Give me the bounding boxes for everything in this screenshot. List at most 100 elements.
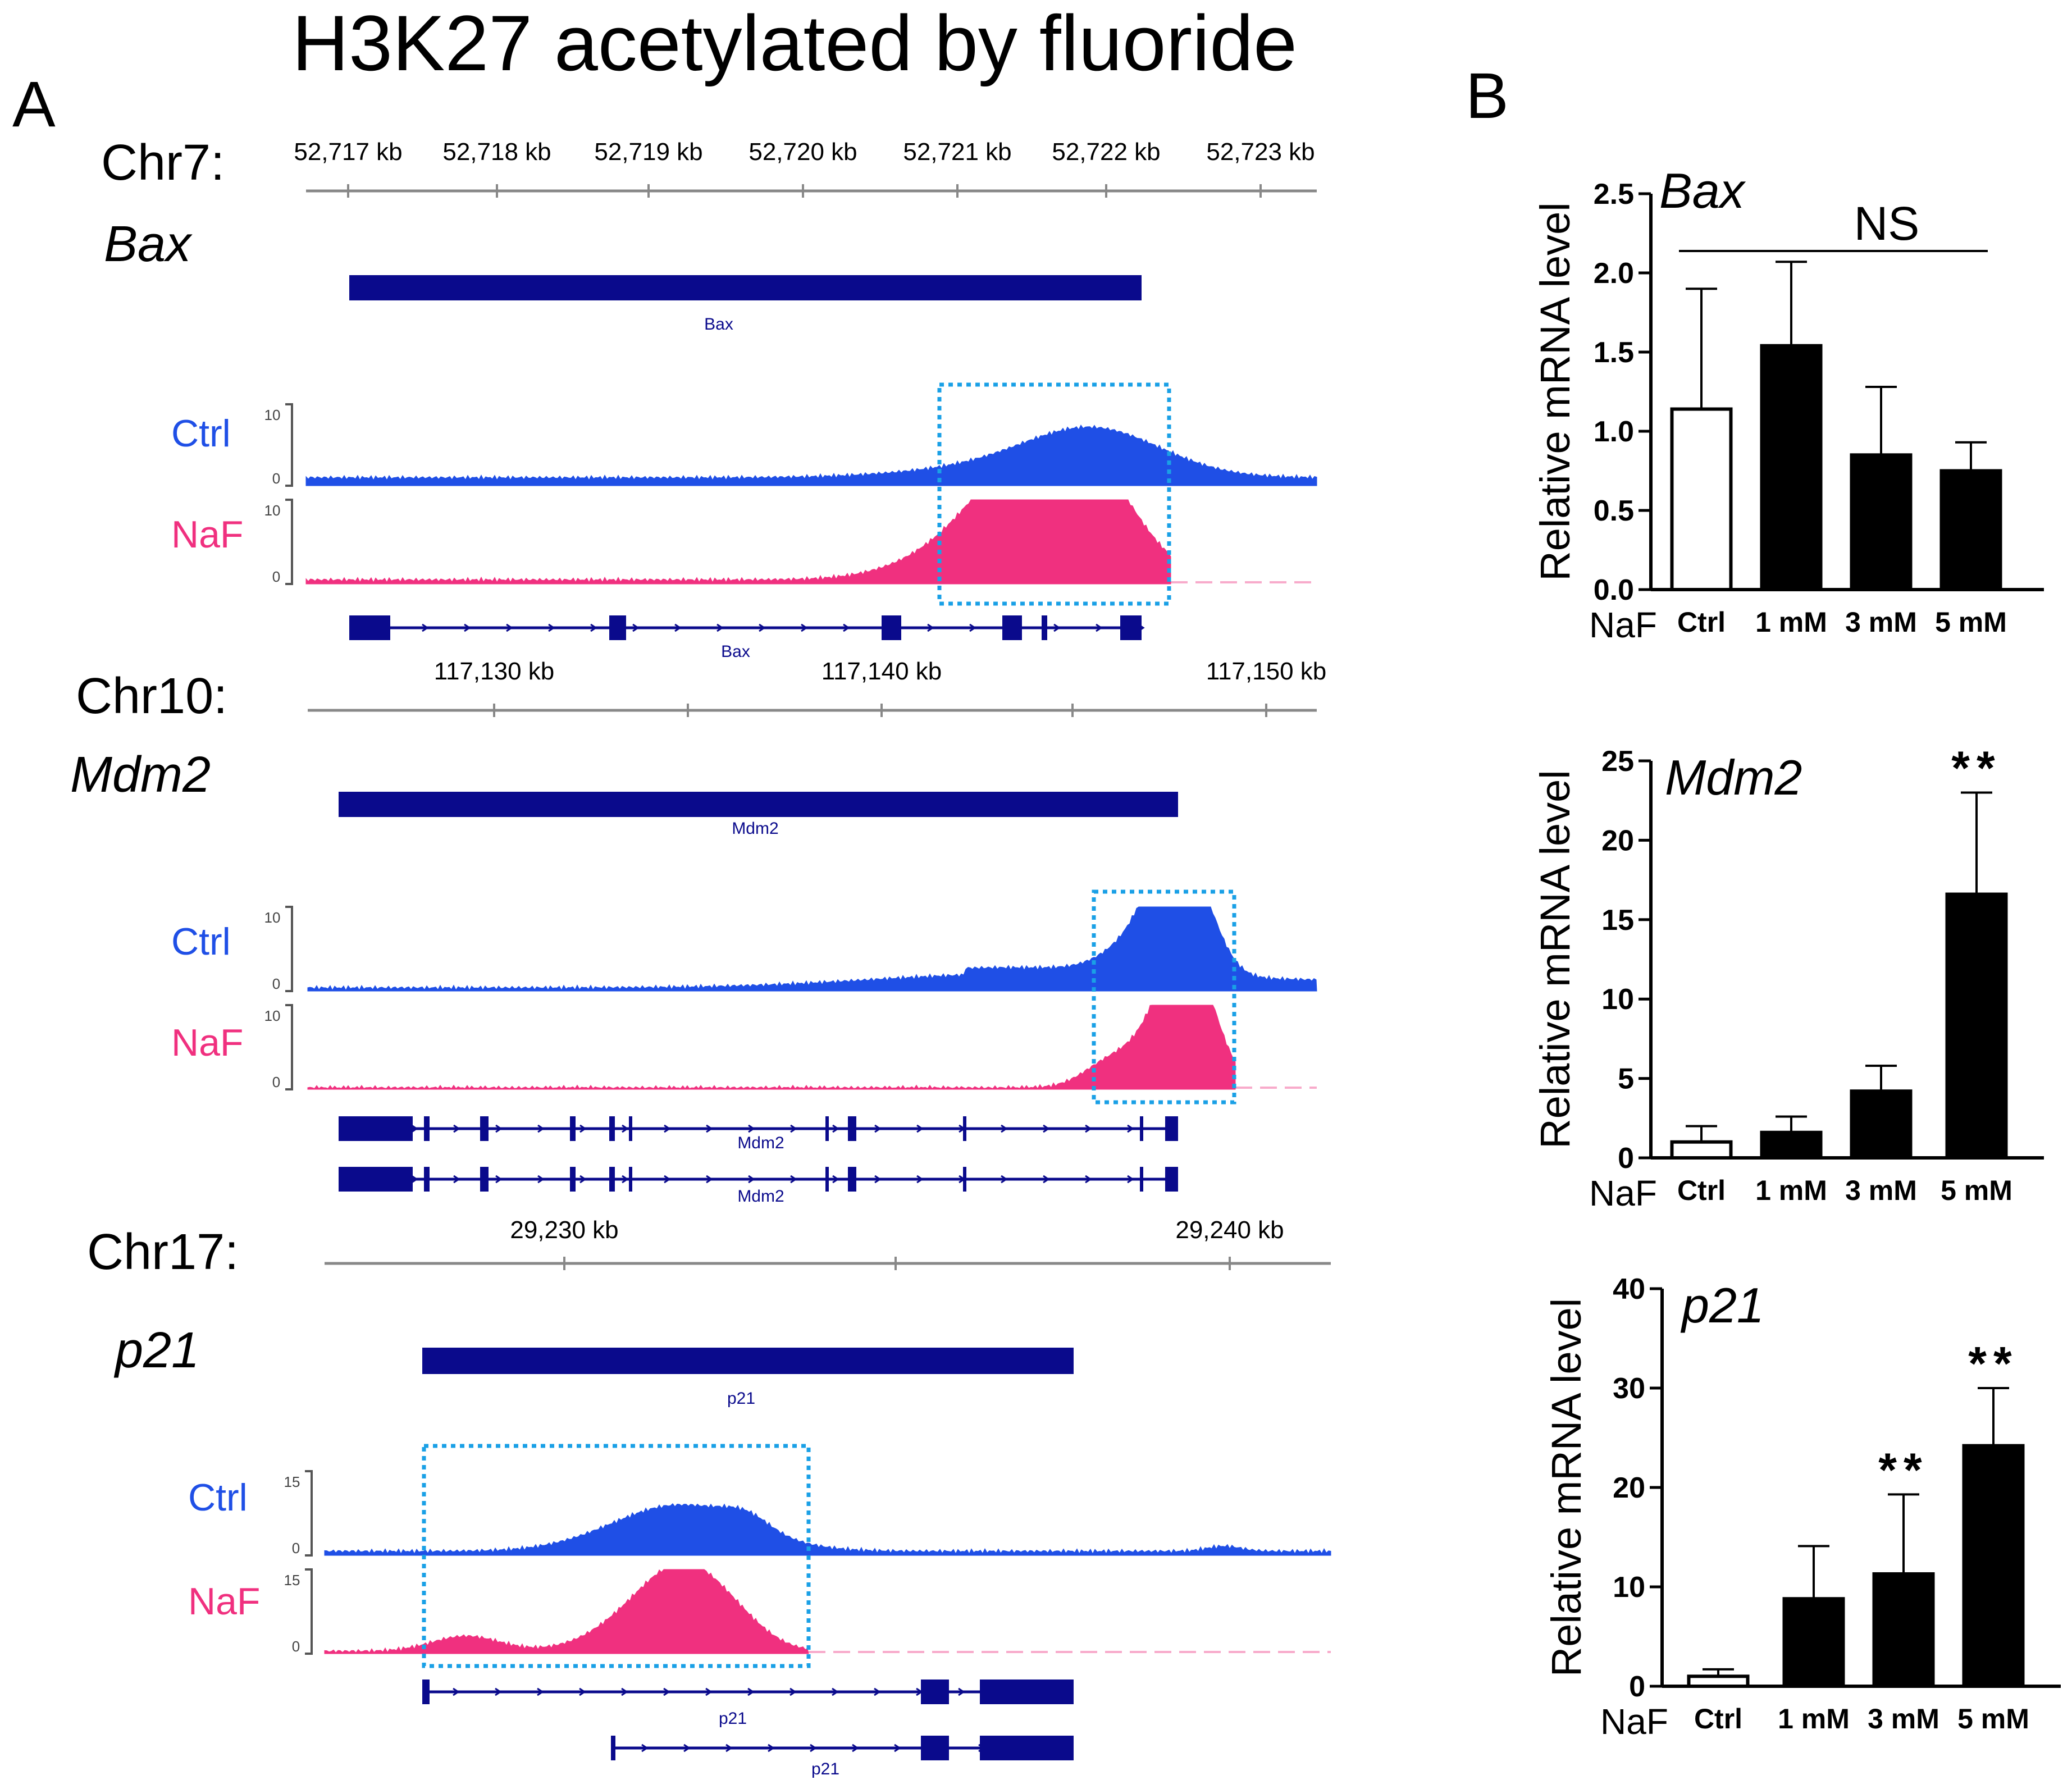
transcript-arrow (927, 623, 934, 632)
transcript-arrow (916, 1175, 924, 1184)
chart-title: Bax (1659, 163, 1746, 218)
transcript-arrow (969, 623, 976, 632)
coordinate-tick-label: 52,722 kb (1052, 138, 1160, 166)
transcript-exon (1140, 1167, 1143, 1192)
transcript-arrow (843, 623, 850, 632)
x-tick-label: 1 mM (1755, 606, 1827, 638)
naf-track-label: NaF (188, 1580, 260, 1623)
transcript-exon (983, 1736, 1074, 1760)
naf-track-label: NaF (171, 513, 243, 556)
y-tick-label: 30 (1613, 1372, 1645, 1405)
transcript-arrow (506, 623, 513, 632)
panel-a-genome-tracks: Chr7: Bax 52,717 kb 52,718 kb 52,719 kb 52,72… (70, 135, 1331, 1778)
transcript-exon (339, 1167, 413, 1192)
bar (1872, 1572, 1935, 1688)
ctrl-track-label: Ctrl (171, 412, 231, 455)
y-tick-label: 2.0 (1594, 257, 1634, 290)
transcript-arrow (411, 1175, 418, 1184)
transcript-arrow (916, 1124, 924, 1133)
naf-signal-area (305, 499, 1171, 585)
x-tick-label: 1 mM (1755, 1175, 1827, 1206)
transcript-label: Mdm2 (737, 1134, 784, 1152)
chart-title: Mdm2 (1665, 750, 1802, 805)
transcript-arrow (1085, 1175, 1092, 1184)
transcript-arrow (674, 623, 682, 632)
naf-scale-min: 0 (272, 568, 280, 585)
x-tick-label: 3 mM (1868, 1703, 1939, 1735)
coordinate-tick-label: 52,723 kb (1206, 138, 1315, 166)
bar (1850, 453, 1913, 591)
transcript-label: p21 (811, 1760, 839, 1778)
ctrl-scale-min: 0 (272, 470, 280, 487)
ctrl-scale-max: 10 (264, 909, 281, 926)
bar-chart-bax: 0.0 0.5 1.0 1.5 2.0 2.5 Relative mRNA level Bax… (1532, 163, 2044, 645)
ctrl-scale-min: 0 (272, 975, 280, 992)
bar (1687, 1674, 1750, 1688)
naf-scale-max: 10 (264, 1007, 281, 1024)
transcript-arrow (716, 623, 724, 632)
transcript-arrow (789, 1687, 797, 1696)
gene-bar-label: Mdm2 (732, 819, 778, 838)
transcript-arrow (579, 1124, 587, 1133)
transcript-arrow (958, 1687, 965, 1696)
transcript-arrow (537, 1175, 545, 1184)
y-tick-label: 0 (1618, 1142, 1634, 1175)
transcript-arrow (1043, 1175, 1050, 1184)
y-tick-label: 0 (1629, 1671, 1645, 1703)
transcript-arrow (874, 1124, 882, 1133)
ctrl-scale-max: 10 (264, 407, 281, 423)
coordinate-tick-label: 117,140 kb (822, 658, 942, 685)
chart-title: p21 (1680, 1277, 1764, 1333)
ctrl-scale-bracket (285, 906, 293, 992)
ctrl-track-label: Ctrl (188, 1476, 248, 1519)
genome-track-p21: Chr17: p21 29,230 kb 29,240 kb p21 Ctrl 15 0 NaF… (87, 1216, 1331, 1778)
coordinate-tick-label: 52,717 kb (294, 138, 402, 166)
transcript-arrow (1096, 623, 1103, 632)
transcript-exon (570, 1116, 576, 1141)
transcript-exon (980, 1680, 983, 1704)
panel-b-label: B (1466, 60, 1509, 132)
transcript-arrow (705, 1687, 713, 1696)
genome-track-bax: Chr7: Bax 52,717 kb 52,718 kb 52,719 kb 52,72… (101, 135, 1317, 661)
transcript-arrow (548, 623, 555, 632)
transcript-arrow (894, 1744, 901, 1753)
transcript-arrow (422, 623, 429, 632)
ctrl-track-label: Ctrl (171, 920, 231, 963)
naf-scale-bracket (305, 1568, 313, 1655)
gene-bar (339, 792, 1178, 817)
transcript-exon (422, 1680, 430, 1704)
x-tick-label: 3 mM (1845, 1175, 1917, 1206)
y-tick-label: 0.0 (1594, 574, 1634, 606)
transcript-exon (1002, 615, 1022, 640)
transcript-arrow (590, 623, 597, 632)
transcript-arrow (706, 1175, 713, 1184)
panel-b-bar-charts: 0.0 0.5 1.0 1.5 2.0 2.5 Relative mRNA level Bax… (1532, 163, 2061, 1742)
highlight-box (1092, 889, 1236, 1105)
x-tick-label: Ctrl (1694, 1703, 1742, 1735)
ctrl-scale-min: 0 (292, 1540, 300, 1557)
y-tick-label: 15 (1601, 904, 1634, 937)
figure-title: H3K27 acetylated by fluoride (292, 0, 1297, 87)
ctrl-scale-bracket (305, 1470, 313, 1557)
significance-stars: ** (1951, 742, 2001, 795)
transcript-exon (609, 1116, 615, 1141)
y-tick-label: 25 (1601, 745, 1634, 778)
ctrl-scale-bracket (285, 403, 293, 487)
transcript-arrow (747, 1687, 755, 1696)
transcript-exon (570, 1167, 576, 1192)
genome-track-mdm2: Chr10: Mdm2 117,130 kb 117,140 kb 117,150 kb… (70, 658, 1326, 1206)
transcript-exon (921, 1680, 949, 1704)
transcript-arrow (790, 1175, 797, 1184)
transcript-exon (1165, 1167, 1178, 1192)
transcript-arrow (641, 1744, 649, 1753)
gene-label: p21 (113, 1322, 199, 1379)
transcript-arrow (1127, 1124, 1134, 1133)
transcript-arrow (664, 1175, 671, 1184)
x-tick-label: 3 mM (1845, 606, 1917, 638)
naf-scale-min: 0 (292, 1638, 300, 1655)
x-group-label: NaF (1589, 1173, 1657, 1213)
transcript-exon (1042, 615, 1047, 640)
transcript-exon (963, 1116, 966, 1141)
transcript-exon (963, 1167, 966, 1192)
y-tick-label: 20 (1613, 1472, 1645, 1504)
